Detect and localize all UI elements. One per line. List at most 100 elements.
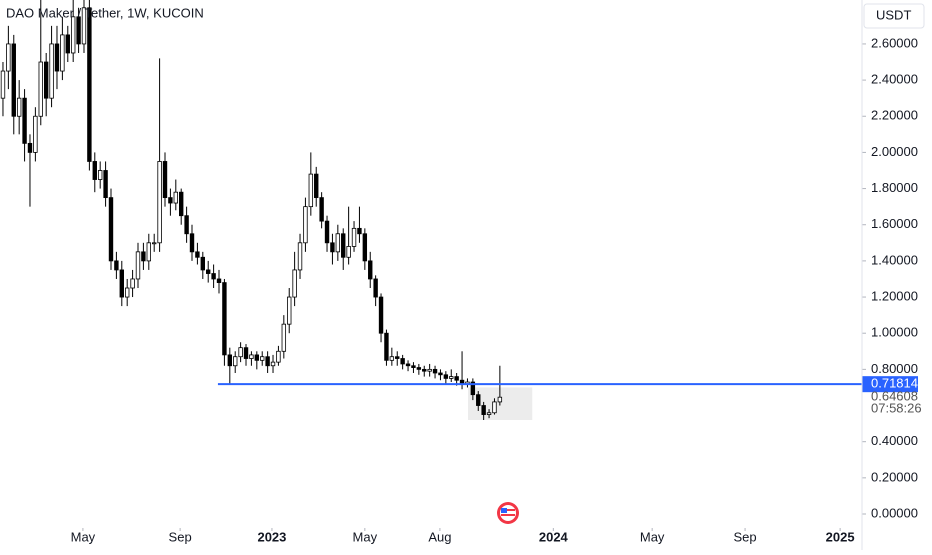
candle-body xyxy=(276,350,281,363)
candle-body xyxy=(16,97,22,117)
candle-body xyxy=(254,354,260,361)
x-tick-label: Sep xyxy=(733,529,756,544)
countdown: 07:58:26 xyxy=(871,401,922,416)
candle-body xyxy=(216,278,222,283)
y-tick-label: 2.60000 xyxy=(871,35,918,50)
candle-body xyxy=(411,365,416,368)
candle-body xyxy=(200,256,206,271)
candle-body xyxy=(443,374,449,379)
candle-body xyxy=(389,356,395,361)
x-tick-label: Aug xyxy=(428,529,451,544)
candle-body xyxy=(22,97,27,144)
candle-body xyxy=(330,242,335,253)
candle-body xyxy=(492,401,497,414)
candle-body xyxy=(400,358,405,365)
candle-body xyxy=(124,287,130,298)
price-label: 0.71814 xyxy=(871,376,918,391)
candle-body xyxy=(486,412,492,415)
candle-body xyxy=(476,394,481,406)
candle-body xyxy=(195,251,200,258)
candle-body xyxy=(81,7,87,45)
candle-body xyxy=(243,347,249,359)
candle-body xyxy=(162,161,168,199)
candle-body xyxy=(497,396,503,403)
candle-body xyxy=(11,43,16,117)
candle-body xyxy=(427,368,432,372)
candle-body xyxy=(470,381,476,396)
candle-body xyxy=(384,332,389,361)
candle-body xyxy=(114,260,119,271)
candle-body xyxy=(405,363,411,367)
candle-body xyxy=(297,242,303,271)
candle-body xyxy=(438,372,443,376)
candle-body xyxy=(108,197,114,262)
candle-body xyxy=(368,260,373,280)
candle-body xyxy=(179,191,184,217)
candle-body xyxy=(211,273,216,280)
candle-body xyxy=(60,34,65,72)
candle-body xyxy=(222,282,227,356)
candle-body xyxy=(308,173,314,208)
candle-body xyxy=(135,251,141,280)
candle-body xyxy=(43,61,49,99)
candle-body xyxy=(481,405,486,415)
x-tick-label: May xyxy=(71,529,96,544)
candle-body xyxy=(130,278,135,289)
candle-body xyxy=(373,278,378,298)
x-tick-label: May xyxy=(353,529,378,544)
y-tick-label: 0.40000 xyxy=(871,433,918,448)
candle-body xyxy=(227,354,233,367)
x-tick-label: Sep xyxy=(169,529,192,544)
candle-body xyxy=(206,269,211,274)
candle-body xyxy=(287,296,292,325)
candle-body xyxy=(146,242,151,262)
candle-body xyxy=(65,34,70,54)
candle-body xyxy=(0,70,6,99)
candle-body xyxy=(362,233,368,262)
y-tick-label: 2.40000 xyxy=(871,72,918,87)
plot: DAO Maker / Tether, 1W, KUCOIN 0.00000 0.2… xyxy=(0,0,922,544)
y-tick-label: 2.20000 xyxy=(871,108,918,123)
candle-body xyxy=(249,354,254,359)
current-price: 0.64608 xyxy=(871,389,918,404)
candle-body xyxy=(6,43,11,72)
y-tick-label: 1.80000 xyxy=(871,180,918,195)
y-tick-label: 1.00000 xyxy=(871,325,918,340)
candle-body xyxy=(70,16,76,54)
y-tick-label: 0.00000 xyxy=(871,505,918,520)
y-tick-label: 0.80000 xyxy=(871,361,918,376)
candle-body xyxy=(378,296,384,334)
candle-body xyxy=(314,173,319,199)
x-tick-label: 2023 xyxy=(257,529,286,544)
candle-body xyxy=(27,142,33,153)
candle-body xyxy=(76,16,81,45)
candle-body xyxy=(341,233,346,258)
candle-body xyxy=(157,161,162,244)
y-tick-label: 1.40000 xyxy=(871,252,918,267)
chart-title: DAO Maker / Tether, 1W, KUCOIN xyxy=(6,5,204,20)
candle-body xyxy=(119,269,124,298)
candle-body xyxy=(454,376,459,381)
flag-icon xyxy=(497,502,519,524)
candle-body xyxy=(346,246,351,258)
currency-box[interactable] xyxy=(863,3,925,29)
candle-body xyxy=(335,233,341,253)
candle-body xyxy=(49,43,54,99)
candle-body xyxy=(54,43,60,72)
candle-body xyxy=(38,61,43,117)
candle-body xyxy=(422,368,427,372)
candle-body xyxy=(351,227,357,247)
candle-body xyxy=(97,170,103,180)
candle-body xyxy=(324,220,330,244)
candle-body xyxy=(281,323,287,352)
candle-body xyxy=(173,191,179,204)
candle-body xyxy=(151,242,157,245)
y-tick-label: 0.20000 xyxy=(871,469,918,484)
candle-body xyxy=(238,347,243,358)
x-tick-label: 2024 xyxy=(539,529,569,544)
candle-body xyxy=(303,206,308,244)
candle-body xyxy=(168,197,173,204)
y-tick-label: 2.00000 xyxy=(871,144,918,159)
candle-body xyxy=(141,251,146,262)
